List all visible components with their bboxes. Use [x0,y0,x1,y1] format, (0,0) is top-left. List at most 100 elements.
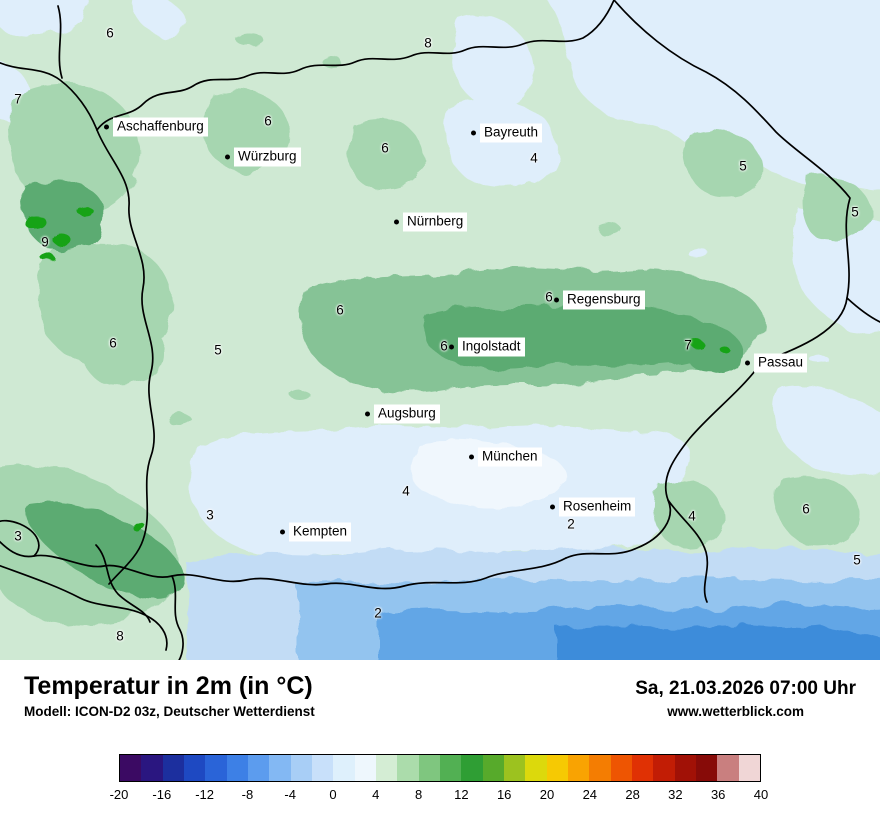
legend-tick-label: 40 [753,787,769,802]
legend-tick-label: 36 [710,787,726,802]
temperature-value: 6 [106,25,114,41]
legend-tick-label: 12 [454,787,469,802]
legend-segment [567,755,590,781]
city-marker: Augsburg [365,404,440,424]
legend-tick-label: 24 [582,787,598,802]
legend-segment [482,755,504,781]
legend-segment [141,755,163,781]
city-dot-icon [280,529,285,535]
city-marker: München [469,447,542,467]
weather-map: Aschaffenburg Würzburg Bayreuth Nürnberg Reg… [0,0,880,660]
temperature-value: 6 [545,289,553,305]
legend-segment [610,755,632,781]
legend-segment [546,755,568,781]
legend-segment [183,755,206,781]
temperature-value: 3 [206,507,214,523]
city-dot-icon [469,454,474,460]
legend-segment [205,755,227,781]
legend-segment [439,755,462,781]
city-marker: Ingolstadt [449,337,525,357]
legend-tick-label: -12 [195,787,214,802]
city-label: Passau [754,353,808,373]
temperature-legend: -20 -16 -12 -8 -4 0 4 8 12 16 20 24 28 32 36 40 [110,754,769,803]
city-dot-icon [104,124,109,130]
model-info: Modell: ICON-D2 03z, Deutscher Wetterdie… [24,704,315,719]
legend-tick-label: -8 [241,787,254,802]
city-dot-icon [471,130,476,136]
temperature-value: 6 [440,338,448,354]
city-marker: Regensburg [554,290,645,310]
legend-tick-label: -20 [109,787,129,802]
temperature-value: 6 [381,140,389,156]
legend-segment [311,755,334,781]
map-overlay: Aschaffenburg Würzburg Bayreuth Nürnberg Reg… [14,25,861,644]
temperature-value: 9 [41,234,49,250]
city-marker: Aschaffenburg [104,117,208,137]
legend-segment [375,755,398,781]
city-dot-icon [449,344,454,350]
city-dot-icon [745,360,750,366]
city-label: Augsburg [374,404,440,424]
city-dot-icon [225,154,230,160]
city-label: Rosenheim [559,497,636,517]
city-label: Regensburg [563,290,645,310]
temperature-value: 4 [402,483,410,499]
legend-tick-label: 4 [372,787,380,802]
legend-segment [290,755,312,781]
legend-segment [226,755,248,781]
legend-tick-label: 32 [668,787,683,802]
legend-segment [418,755,440,781]
temperature-value: 2 [374,605,382,621]
city-label: Kempten [289,522,352,542]
city-label: Bayreuth [480,123,543,143]
temperature-value: 3 [14,528,22,544]
legend-tick-label: 8 [414,787,423,802]
temperature-value: 5 [853,552,861,568]
legend-segment [333,755,355,781]
legend-segment [397,755,419,781]
city-label: Aschaffenburg [113,117,208,137]
temperature-value: 6 [109,335,117,351]
website-url: www.wetterblick.com [667,704,804,719]
legend-tick-label: -16 [152,787,172,802]
city-dot-icon [394,219,399,225]
city-marker: Würzburg [225,147,301,167]
legend-segment [269,755,291,781]
legend-tick-label: 28 [625,787,640,802]
info-panel: Temperatur in 2m (in °C) Sa, 21.03.2026 … [0,660,880,830]
legend-tick-label: -4 [284,787,296,802]
city-marker: Kempten [280,522,352,542]
temperature-value: 6 [802,501,810,517]
temperature-value: 6 [264,113,272,129]
state-borders-lines [0,0,880,660]
temperature-value: 2 [567,516,575,532]
city-label: Ingolstadt [458,337,525,357]
city-marker: Passau [745,353,808,373]
temperature-value: 7 [684,337,692,353]
map-regions [0,0,880,660]
city-marker: Nürnberg [394,212,468,232]
legend-ticks: -20 -16 -12 -8 -4 0 4 8 12 16 20 24 28 32 36 40 [110,787,769,803]
temperature-map-graphic [0,0,880,660]
legend-segment [653,755,675,781]
legend-segment [695,755,718,781]
legend-segment [461,755,483,781]
temperature-value: 6 [336,302,344,318]
legend-bar [119,754,761,782]
city-dot-icon [554,297,559,303]
city-marker: Rosenheim [550,497,636,517]
legend-tick-label: 20 [539,787,555,802]
temperature-value: 4 [688,508,696,524]
temperature-value: 8 [424,35,432,51]
forecast-datetime: Sa, 21.03.2026 07:00 Uhr [635,678,856,699]
legend-segment [631,755,654,781]
city-dot-icon [365,411,370,417]
legend-segment [503,755,526,781]
legend-segment [589,755,611,781]
legend-segment [738,755,760,781]
legend-segment [525,755,547,781]
city-label: Würzburg [234,147,301,167]
map-title: Temperatur in 2m (in °C) [24,672,313,700]
city-label: München [478,447,542,467]
